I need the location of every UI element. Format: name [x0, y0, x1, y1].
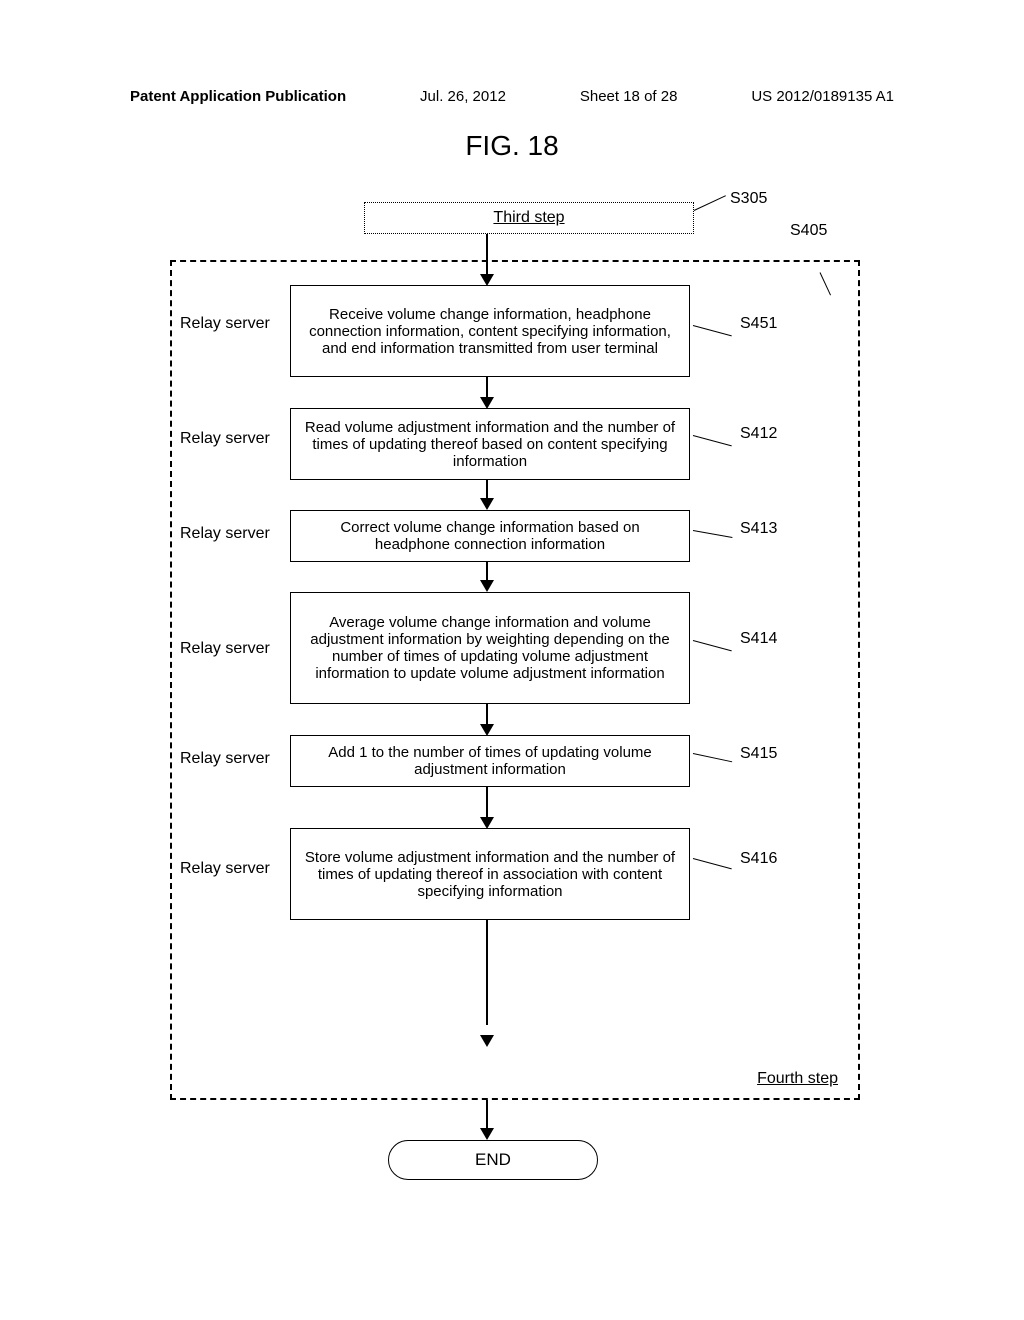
- actor-label: Relay server: [180, 750, 285, 768]
- step-ref-s415: S415: [740, 745, 777, 763]
- step-box-s413: Correct volume change information based …: [290, 510, 690, 562]
- figure-title: FIG. 18: [465, 130, 558, 162]
- step-box-s416: Store volume adjustment information and …: [290, 828, 690, 920]
- step-box-s414: Average volume change information and vo…: [290, 592, 690, 704]
- step-ref-s413: S413: [740, 520, 777, 538]
- ref-s405: S405: [790, 222, 827, 240]
- step-box-s412: Read volume adjustment information and t…: [290, 408, 690, 480]
- third-step-label: Third step: [493, 209, 564, 227]
- header-sheet: Sheet 18 of 28: [580, 88, 678, 105]
- ref-s305: S305: [730, 190, 767, 208]
- arrow-shaft: [486, 704, 488, 724]
- third-step-box: Third step: [364, 202, 694, 234]
- arrow-head-icon: [480, 397, 494, 409]
- end-terminator: END: [388, 1140, 598, 1180]
- arrow-shaft: [486, 480, 488, 498]
- step-box-s451: Receive volume change information, headp…: [290, 285, 690, 377]
- step-box-s415: Add 1 to the number of times of updating…: [290, 735, 690, 787]
- actor-label: Relay server: [180, 860, 285, 878]
- header-pub-type: Patent Application Publication: [130, 88, 346, 105]
- page-header: Patent Application Publication Jul. 26, …: [0, 88, 1024, 105]
- arrow-shaft: [486, 920, 488, 1025]
- step-ref-s451: S451: [740, 315, 777, 333]
- arrow-head-icon: [480, 580, 494, 592]
- arrow-head-icon: [480, 1128, 494, 1140]
- actor-label: Relay server: [180, 640, 285, 658]
- header-pubnum: US 2012/0189135 A1: [751, 88, 894, 105]
- arrow-head-icon: [480, 1035, 494, 1047]
- step-ref-s416: S416: [740, 850, 777, 868]
- arrow-head-icon: [480, 498, 494, 510]
- arrow-shaft: [486, 787, 488, 817]
- actor-label: Relay server: [180, 430, 285, 448]
- arrow-shaft: [486, 234, 488, 274]
- actor-label: Relay server: [180, 315, 285, 333]
- step-ref-s412: S412: [740, 425, 777, 443]
- header-date: Jul. 26, 2012: [420, 88, 506, 105]
- s305-leader-line: [694, 195, 726, 211]
- arrow-shaft: [486, 562, 488, 580]
- actor-label: Relay server: [180, 525, 285, 543]
- arrow-head-icon: [480, 817, 494, 829]
- step-ref-s414: S414: [740, 630, 777, 648]
- arrow-shaft: [486, 1100, 488, 1128]
- end-label: END: [475, 1150, 511, 1170]
- fourth-step-label: Fourth step: [757, 1070, 838, 1088]
- arrow-shaft: [486, 377, 488, 397]
- arrow-head-icon: [480, 274, 494, 286]
- arrow-head-icon: [480, 724, 494, 736]
